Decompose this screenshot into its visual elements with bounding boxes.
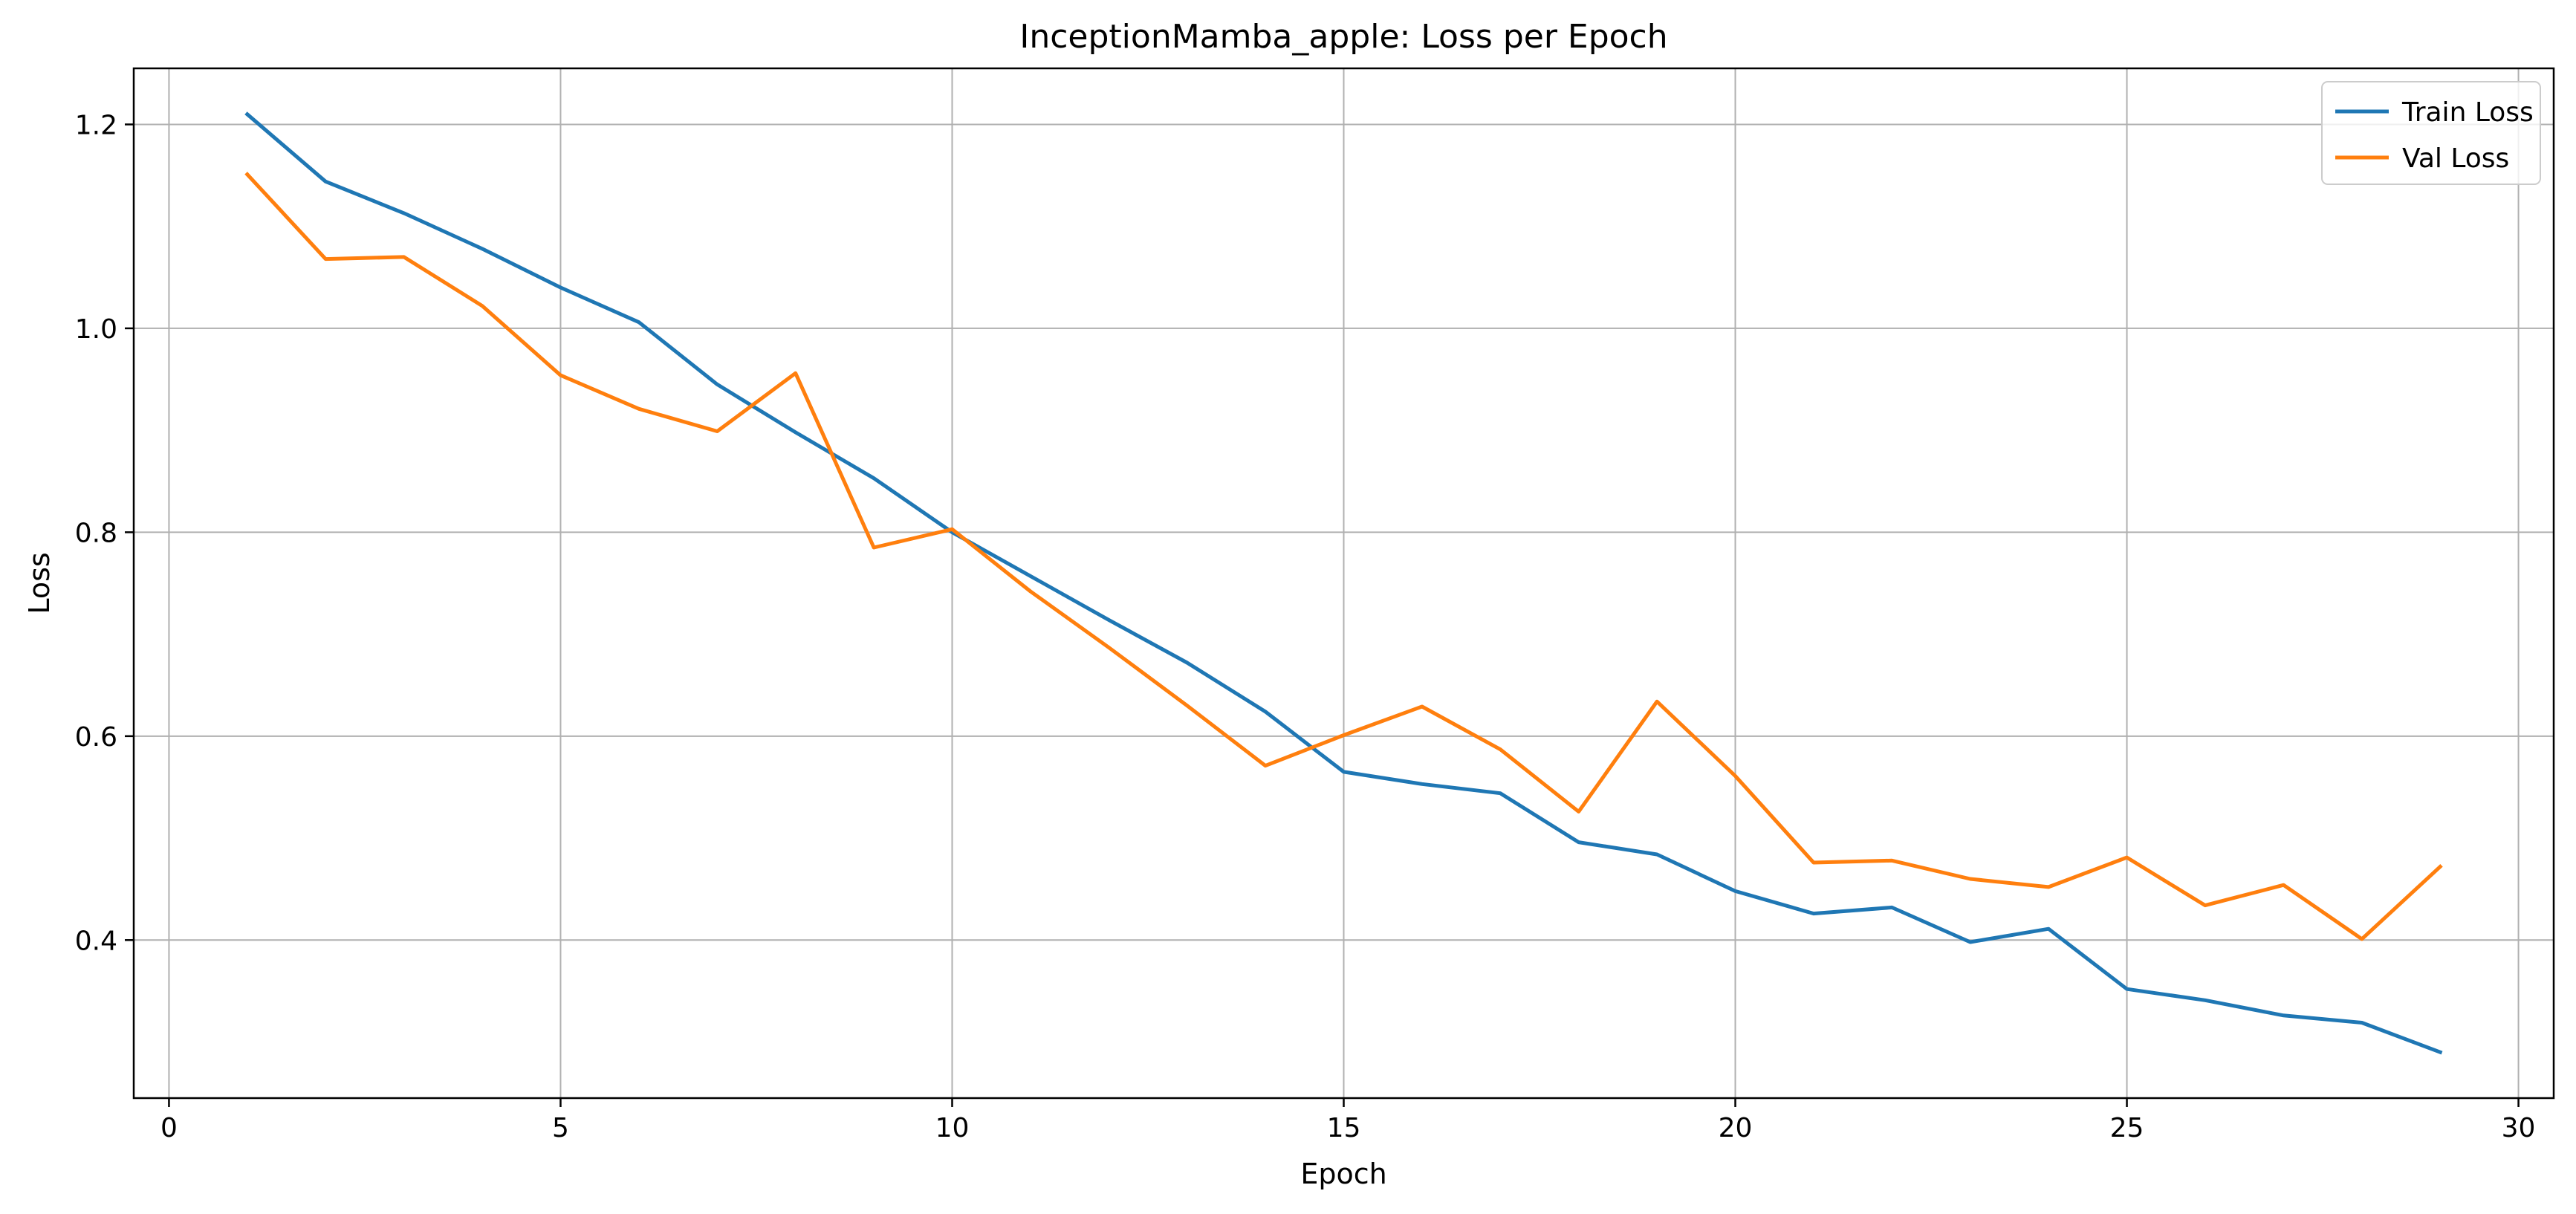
axis-ticks: 0 5 10 15 20 25 30 0.4 0.6 0.8 1.0 1.2 [75,110,2536,1143]
x-axis-label: Epoch [1300,1158,1386,1190]
x-tick-label: 25 [2110,1113,2144,1143]
y-tick-label: 0.4 [75,926,117,956]
legend-label: Train Loss [2401,97,2534,128]
x-tick-label: 10 [935,1113,970,1143]
y-tick-label: 0.8 [75,518,117,548]
chart-title: InceptionMamba_apple: Loss per Epoch [1019,18,1667,56]
series-line-train-loss [244,111,2443,1055]
y-tick-label: 0.6 [75,722,117,753]
y-tick-label: 1.0 [75,314,117,345]
y-axis-label: Loss [23,552,56,614]
x-tick-label: 5 [552,1113,569,1143]
y-tick-label: 1.2 [75,110,117,140]
series-line-val-loss [244,172,2443,941]
x-tick-label: 15 [1327,1113,1361,1143]
series-lines [244,111,2443,1055]
legend-label: Val Loss [2402,143,2509,174]
x-tick-label: 30 [2502,1113,2536,1143]
x-tick-label: 20 [1719,1113,1753,1143]
legend: Train Loss Val Loss [2321,81,2541,185]
x-tick-label: 0 [160,1113,178,1143]
